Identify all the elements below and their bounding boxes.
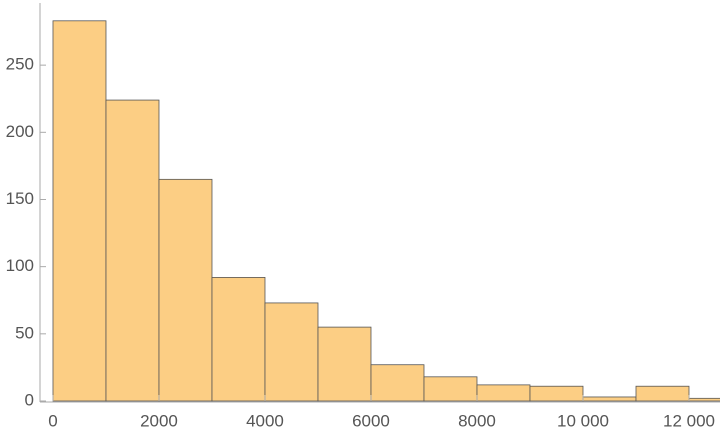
- bar: [582, 396, 637, 402]
- bar: [529, 385, 584, 402]
- bar: [264, 302, 319, 402]
- bar: [211, 277, 266, 402]
- bar: [370, 364, 425, 402]
- y-tick-label: 200: [6, 122, 34, 141]
- x-tick-label: 0: [48, 411, 57, 430]
- bar: [688, 397, 720, 402]
- bar: [423, 376, 478, 402]
- plot-area: [52, 20, 720, 402]
- x-tick-label: 6000: [352, 411, 390, 430]
- bar: [158, 178, 213, 402]
- bar: [52, 20, 107, 402]
- y-tick-label: 50: [15, 323, 34, 342]
- bar: [476, 384, 531, 402]
- bar: [635, 385, 690, 402]
- bar: [105, 99, 160, 402]
- x-tick-label: 2000: [140, 411, 178, 430]
- bar: [317, 326, 372, 402]
- x-tick-label: 4000: [246, 411, 284, 430]
- x-tick-label: 12 000: [663, 411, 715, 430]
- y-tick-label: 150: [6, 189, 34, 208]
- y-tick-label: 250: [6, 55, 34, 74]
- y-tick-label: 100: [6, 256, 34, 275]
- x-tick-label: 8000: [458, 411, 496, 430]
- x-tick-label: 10 000: [557, 411, 609, 430]
- y-tick-label: 0: [25, 390, 34, 409]
